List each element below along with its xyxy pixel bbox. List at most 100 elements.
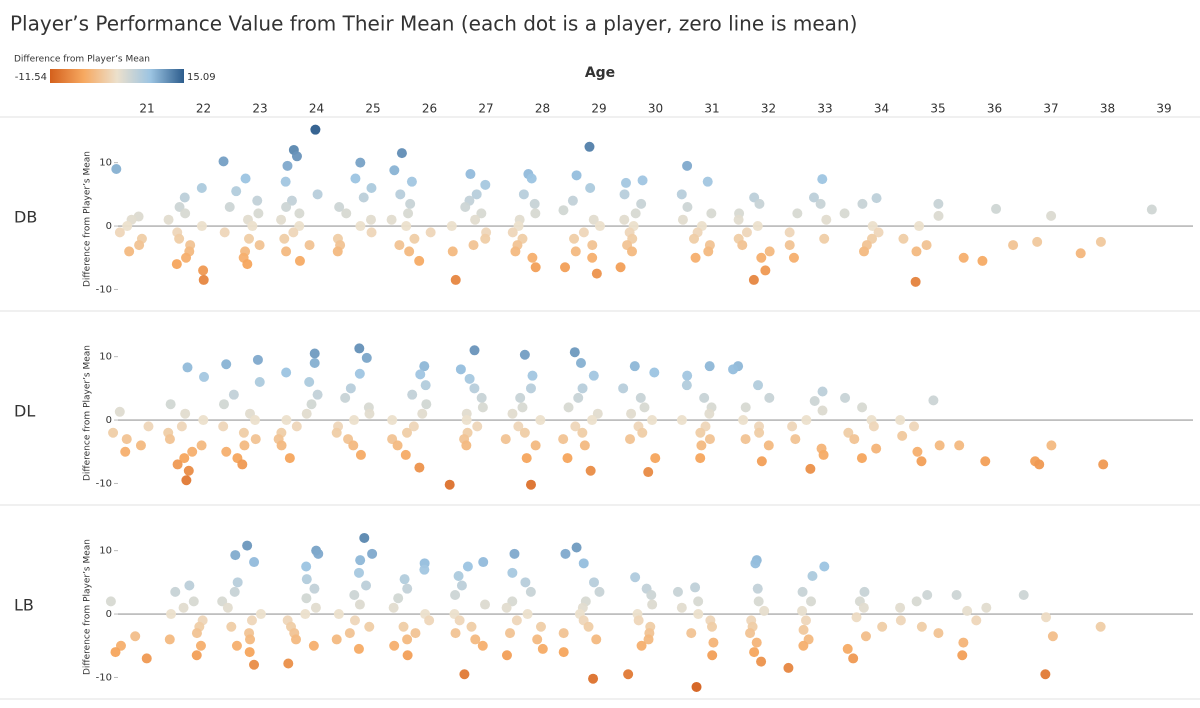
y-tick-label: 10 [99,352,112,363]
player-dot [703,246,714,257]
player-dot [933,198,944,209]
player-dot [247,221,258,232]
player-dot [105,596,116,607]
player-dot [471,189,482,200]
player-dot [466,621,477,632]
player-dot [520,577,531,588]
player-dot [364,408,375,419]
player-dot [393,593,404,604]
player-dot [562,453,573,464]
player-dot [181,252,192,263]
player-dot [643,467,654,478]
player-dot [222,602,233,613]
player-dot [114,227,125,238]
player-dot [344,628,355,639]
player-dot [682,202,693,213]
player-dot [958,252,969,263]
player-dot [455,364,466,375]
player-dot [626,408,637,419]
player-dot [851,612,862,623]
player-dot [625,434,636,445]
player-dot [334,202,345,213]
player-dot [849,434,860,445]
player-dot [756,656,767,667]
player-dot [419,564,430,575]
player-dot [349,590,360,601]
player-dot [558,647,569,658]
x-tick-label: 29 [591,102,606,116]
player-dot [309,357,320,368]
player-dot [395,189,406,200]
player-dot [1095,236,1106,247]
player-dot [249,659,260,670]
player-dot [387,415,398,426]
player-dot [897,430,908,441]
player-dot [750,558,761,569]
player-dot [180,408,191,419]
player-dot [394,240,405,251]
player-dot [981,602,992,613]
x-tick-label: 33 [817,102,832,116]
player-dot [454,615,465,626]
player-dot [991,203,1002,214]
player-dot [526,173,537,184]
player-dot [389,165,400,176]
player-dot [196,440,207,451]
legend-max: 15.09 [187,72,216,83]
player-dot [172,459,183,470]
player-dot [594,221,605,232]
player-dot [649,367,660,378]
x-tick-label: 38 [1100,102,1115,116]
player-dot [399,574,410,585]
player-dot [355,449,366,460]
player-dot [587,240,598,251]
player-dot [858,602,869,613]
player-dot [410,628,421,639]
player-dot [340,392,351,403]
player-dot [840,392,851,403]
player-dot [691,681,702,692]
player-dot [676,415,687,426]
player-dot [682,370,693,381]
player-dot [585,183,596,194]
player-dot [111,163,122,174]
player-dot [221,359,232,370]
y-tick-label: -10 [96,672,112,683]
player-dot [558,434,569,445]
player-dot [281,202,292,213]
player-dot [509,548,520,559]
player-dot [689,233,700,244]
player-dot [301,593,312,604]
player-dot [592,408,603,419]
player-dot [921,240,932,251]
player-dot [424,615,435,626]
player-dot [114,406,125,417]
player-dot [843,427,854,438]
player-dot [232,577,243,588]
player-dot [465,169,476,180]
player-dot [301,561,312,572]
player-dot [699,392,710,403]
player-dot [708,637,719,648]
player-dot [818,449,829,460]
player-dot [501,602,512,613]
player-dot [1046,440,1057,451]
player-dot [250,415,261,426]
player-dot [693,596,704,607]
player-dot [681,380,692,391]
player-dot [171,259,182,270]
player-dot [868,421,879,432]
player-dot [237,459,248,470]
player-dot [238,427,249,438]
player-dot [1046,210,1057,221]
player-dot [877,621,888,632]
player-dot [386,214,397,225]
player-dot [224,202,235,213]
player-dot [279,233,290,244]
player-dot [468,240,479,251]
player-dot [405,198,416,209]
player-dot [507,227,518,238]
player-dot [510,246,521,257]
player-dot [198,274,209,285]
player-dot [1034,459,1045,470]
